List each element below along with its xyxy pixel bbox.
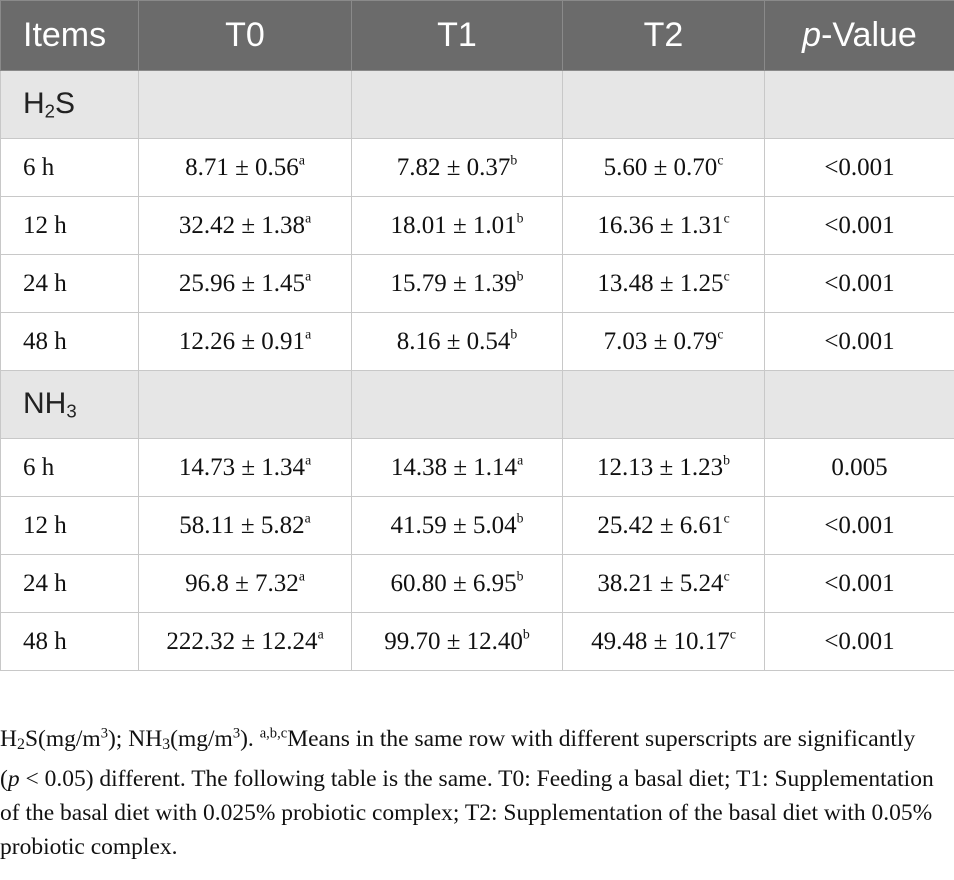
value-cell-t2: 38.21 ± 5.24c: [562, 554, 765, 613]
p-value-cell: <0.001: [764, 496, 954, 555]
p-value-cell: <0.001: [764, 196, 954, 255]
value-cell-t0: 25.96 ± 1.45a: [138, 254, 352, 313]
p-value-cell: <0.001: [764, 554, 954, 613]
time-cell: 48 h: [0, 312, 139, 371]
superscript-letter: c: [723, 210, 730, 226]
value-cell-t1: 99.70 ± 12.40b: [351, 612, 563, 671]
group-empty-cell: [351, 70, 563, 139]
superscript-letter: b: [522, 626, 530, 642]
header-p-value: p-Value: [764, 0, 954, 71]
value-cell-t0: 14.73 ± 1.34a: [138, 438, 352, 497]
value-cell-t2: 13.48 ± 1.25c: [562, 254, 765, 313]
superscript-letter: c: [729, 626, 736, 642]
group-empty-cell: [138, 70, 352, 139]
superscript-letter: b: [516, 510, 524, 526]
footnote-superscripts: a,b,c: [259, 725, 288, 742]
header-t1: T1: [351, 0, 563, 71]
table-row: 12 h 58.11 ± 5.82a 41.59 ± 5.04b 25.42 ± 6.…: [0, 496, 954, 555]
time-cell: 12 h: [0, 496, 139, 555]
table-body: H2S 6 h 8.71 ± 0.56a 7.82 ± 0.37b 5.60 ± 0.7…: [0, 70, 954, 671]
table-row: 12 h 32.42 ± 1.38a 18.01 ± 1.01b 16.36 ± 1.…: [0, 196, 954, 255]
group-empty-cell: [764, 70, 954, 139]
header-t2: T2: [562, 0, 765, 71]
superscript-letter: a: [298, 152, 305, 168]
group-row: H2S: [0, 70, 954, 139]
value-cell-t1: 7.82 ± 0.37b: [351, 138, 563, 197]
superscript-letter: b: [510, 326, 518, 342]
group-label: NH3: [0, 370, 139, 439]
value-cell-t0: 96.8 ± 7.32a: [138, 554, 352, 613]
value-cell-t1: 14.38 ± 1.14a: [351, 438, 563, 497]
superscript-letter: c: [717, 326, 724, 342]
superscript-letter: a: [317, 626, 324, 642]
header-items: Items: [0, 0, 139, 71]
table-row: 48 h 222.32 ± 12.24a 99.70 ± 12.40b 49.48 ±…: [0, 612, 954, 671]
value-cell-t2: 49.48 ± 10.17c: [562, 612, 765, 671]
superscript-letter: c: [723, 510, 730, 526]
value-cell-t1: 41.59 ± 5.04b: [351, 496, 563, 555]
value-cell-t0: 58.11 ± 5.82a: [138, 496, 352, 555]
superscript-letter: a: [305, 326, 312, 342]
superscript-letter: b: [516, 210, 524, 226]
results-table: Items T0 T1 T2 p-Value H2S 6 h 8.71 ± 0.56…: [0, 0, 954, 671]
group-label: H2S: [0, 70, 139, 139]
superscript-letter: a: [517, 452, 524, 468]
superscript-letter: b: [510, 152, 518, 168]
table-row: 6 h 8.71 ± 0.56a 7.82 ± 0.37b 5.60 ± 0.70c <…: [0, 138, 954, 197]
superscript-letter: a: [305, 210, 312, 226]
value-cell-t0: 32.42 ± 1.38a: [138, 196, 352, 255]
superscript-letter: a: [305, 452, 312, 468]
value-cell-t1: 8.16 ± 0.54b: [351, 312, 563, 371]
superscript-letter: b: [516, 568, 524, 584]
p-value-cell: <0.001: [764, 254, 954, 313]
table-row: 24 h 96.8 ± 7.32a 60.80 ± 6.95b 38.21 ± 5.2…: [0, 554, 954, 613]
value-cell-t2: 5.60 ± 0.70c: [562, 138, 765, 197]
header-p-suffix: -Value: [821, 16, 917, 54]
value-cell-t2: 25.42 ± 6.61c: [562, 496, 765, 555]
time-cell: 12 h: [0, 196, 139, 255]
group-empty-cell: [562, 70, 765, 139]
p-value-cell: <0.001: [764, 612, 954, 671]
superscript-letter: b: [723, 452, 731, 468]
value-cell-t2: 12.13 ± 1.23b: [562, 438, 765, 497]
superscript-letter: a: [298, 568, 305, 584]
time-cell: 6 h: [0, 138, 139, 197]
superscript-letter: c: [717, 152, 724, 168]
superscript-letter: b: [516, 268, 524, 284]
header-p-italic: p: [802, 16, 822, 54]
header-t0: T0: [138, 0, 352, 71]
value-cell-t0: 8.71 ± 0.56a: [138, 138, 352, 197]
table-row: 24 h 25.96 ± 1.45a 15.79 ± 1.39b 13.48 ± 1.…: [0, 254, 954, 313]
p-value-cell: <0.001: [764, 312, 954, 371]
superscript-letter: c: [723, 268, 730, 284]
group-empty-cell: [351, 370, 563, 439]
value-cell-t0: 12.26 ± 0.91a: [138, 312, 352, 371]
table-row: 48 h 12.26 ± 0.91a 8.16 ± 0.54b 7.03 ± 0.79…: [0, 312, 954, 371]
group-empty-cell: [764, 370, 954, 439]
footnote: H2S(mg/m3); NH3(mg/m3). a,b,cMeans in th…: [0, 725, 934, 861]
value-cell-t0: 222.32 ± 12.24a: [138, 612, 352, 671]
value-cell-t2: 16.36 ± 1.31c: [562, 196, 765, 255]
superscript-letter: a: [305, 268, 312, 284]
header-row: Items T0 T1 T2 p-Value: [0, 0, 954, 71]
time-cell: 6 h: [0, 438, 139, 497]
value-cell-t1: 60.80 ± 6.95b: [351, 554, 563, 613]
value-cell-t1: 18.01 ± 1.01b: [351, 196, 563, 255]
superscript-letter: a: [304, 510, 311, 526]
group-row: NH3: [0, 370, 954, 439]
table-row: 6 h 14.73 ± 1.34a 14.38 ± 1.14a 12.13 ± 1.2…: [0, 438, 954, 497]
time-cell: 48 h: [0, 612, 139, 671]
time-cell: 24 h: [0, 554, 139, 613]
value-cell-t1: 15.79 ± 1.39b: [351, 254, 563, 313]
superscript-letter: c: [723, 568, 730, 584]
time-cell: 24 h: [0, 254, 139, 313]
group-empty-cell: [562, 370, 765, 439]
p-value-cell: <0.001: [764, 138, 954, 197]
group-empty-cell: [138, 370, 352, 439]
value-cell-t2: 7.03 ± 0.79c: [562, 312, 765, 371]
p-value-cell: 0.005: [764, 438, 954, 497]
